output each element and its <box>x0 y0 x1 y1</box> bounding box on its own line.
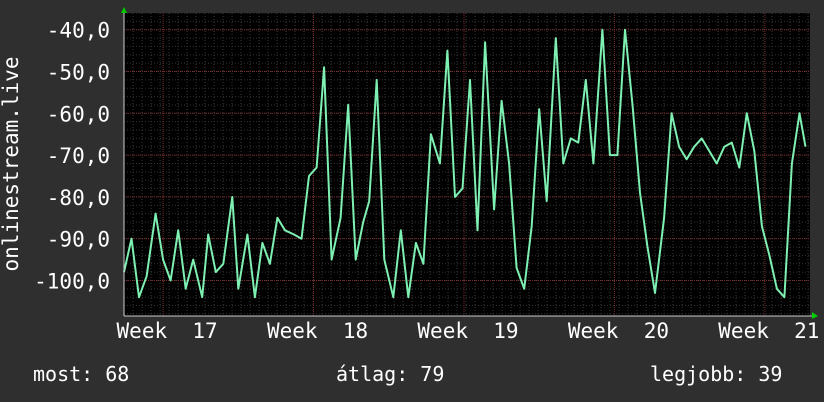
x-tick-label: Week 21 <box>718 319 819 343</box>
y-axis-label: onlinestream.live <box>0 57 23 272</box>
y-tick-label: -50,0 <box>47 61 110 85</box>
stat-average: átlag: 79 <box>336 362 445 386</box>
stat-now: most: 68 <box>33 362 130 386</box>
y-axis-ticks: -40,0 -50,0 -60,0 -70,0 -80,0 -90,0 -100,0 <box>34 19 110 294</box>
x-axis-ticks: Week 17 Week 18 Week 19 Week 20 Week 21 <box>117 319 820 343</box>
stat-best: legjobb: 39 <box>650 362 783 386</box>
y-tick-label: -100,0 <box>34 269 110 293</box>
y-tick-label: -90,0 <box>47 228 110 252</box>
series-line <box>123 28 807 299</box>
x-tick-label: Week 18 <box>267 319 368 343</box>
y-tick-label: -40,0 <box>47 19 110 43</box>
x-tick-label: Week 17 <box>117 319 218 343</box>
y-tick-label: -70,0 <box>47 144 110 168</box>
x-axis-arrow <box>812 312 818 319</box>
grid <box>124 12 810 316</box>
y-axis-arrow <box>121 7 127 13</box>
y-tick-label: -80,0 <box>47 186 110 210</box>
plot-area <box>124 13 810 316</box>
y-tick-label: -60,0 <box>47 102 110 126</box>
x-tick-label: Week 19 <box>417 319 518 343</box>
x-tick-label: Week 20 <box>568 319 669 343</box>
